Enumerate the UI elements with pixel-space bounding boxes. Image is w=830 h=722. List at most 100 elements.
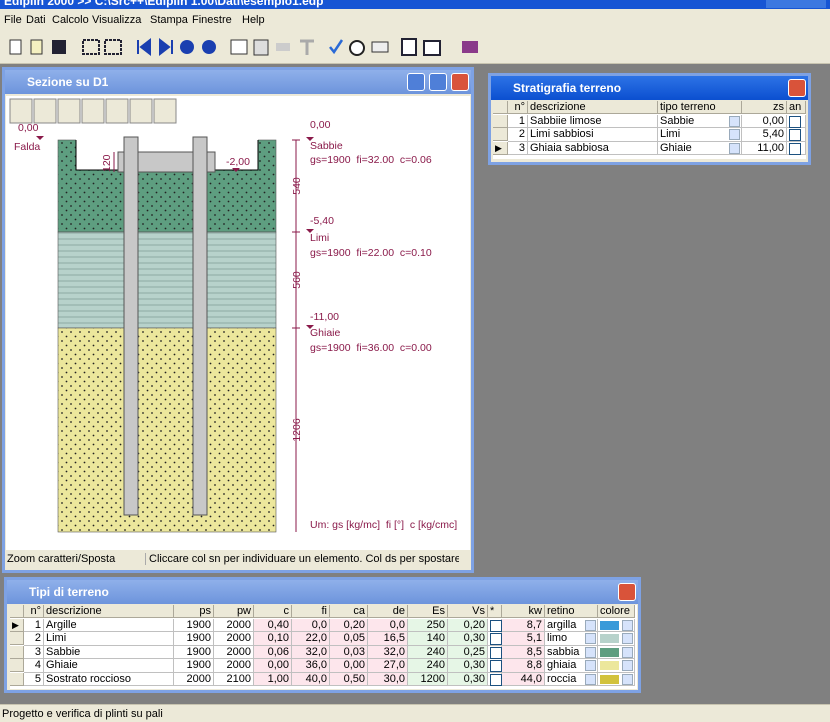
section-drawing: 0,00 Falda -2,00 120 0,00 Sabbie gs=1900 fi=32… [6, 96, 470, 550]
new-icon[interactable] [9, 39, 22, 55]
checkbox[interactable] [490, 646, 502, 659]
menu-item[interactable]: Visualizza [92, 14, 142, 26]
layer-thickness: 1206 [291, 418, 303, 442]
tool-button[interactable] [153, 98, 177, 124]
soil-profile [57, 139, 277, 533]
report-icon[interactable] [423, 40, 441, 56]
table-cell: 8,7 [502, 618, 545, 632]
column-header: tipo terreno [658, 101, 742, 114]
tool-button[interactable] [57, 98, 81, 124]
table-cell: 1200 [408, 672, 448, 686]
report-icon[interactable] [401, 38, 417, 56]
dropdown-button[interactable] [622, 633, 633, 644]
view-icon[interactable] [230, 39, 248, 55]
dropdown-button[interactable] [585, 619, 596, 631]
dropdown-button[interactable] [622, 646, 633, 658]
color-swatch [600, 674, 619, 684]
dropdown-button[interactable] [585, 646, 596, 658]
table-cell: 140 [408, 632, 448, 646]
layer-top: -11,00 [310, 311, 339, 323]
header-cell [10, 605, 24, 618]
layer-name: Ghiaie [310, 327, 341, 339]
tool-button[interactable] [129, 98, 153, 124]
last-icon[interactable] [159, 37, 173, 57]
pile-icon[interactable] [300, 39, 314, 55]
table-cell: 22,0 [292, 632, 330, 646]
table-cell: 0,20 [448, 618, 488, 632]
window-buttons[interactable] [766, 0, 826, 8]
dropdown-button[interactable] [622, 619, 633, 631]
row-header: ▶ [10, 618, 24, 632]
tool-button[interactable] [81, 98, 105, 124]
table-cell: Ghiaie [658, 141, 742, 155]
tool-button[interactable] [33, 98, 57, 124]
table-cell: ghiaia [545, 659, 598, 673]
next-icon[interactable] [202, 40, 216, 54]
layer-thickness: 560 [291, 271, 303, 289]
menu-item[interactable]: Stampa [150, 14, 188, 26]
row-header [10, 632, 24, 645]
menu-item[interactable]: Finestre [192, 14, 232, 26]
table-cell: 2000 [174, 672, 214, 686]
checkbox[interactable] [789, 115, 801, 128]
table-cell: argilla [545, 618, 598, 632]
grid-icon[interactable] [104, 39, 122, 55]
row-header [10, 659, 24, 672]
dropdown-button[interactable] [622, 660, 633, 671]
strat-table: n° descrizione tipo terreno zs an 1 Sabbiie li… [493, 101, 806, 159]
tool-button[interactable] [105, 98, 129, 124]
table-cell: 0,05 [330, 632, 368, 646]
color-swatch [600, 620, 619, 630]
print-icon[interactable] [371, 41, 389, 53]
grid-icon[interactable] [82, 39, 100, 55]
close-button[interactable] [788, 79, 806, 97]
close-button[interactable] [451, 73, 469, 91]
table-cell: 32,0 [292, 645, 330, 659]
checkbox[interactable] [490, 633, 502, 645]
drawing-tools [9, 98, 177, 124]
cap-icon[interactable] [276, 43, 290, 51]
tool-button[interactable] [9, 98, 33, 124]
menu-item[interactable]: File [4, 14, 22, 26]
calc-icon[interactable] [349, 40, 365, 56]
table-cell: 2 [508, 128, 528, 142]
column-header: an [787, 101, 806, 114]
dropdown-button[interactable] [585, 633, 596, 644]
window-title: Sezione su D1 [5, 70, 471, 94]
layer-name: Limi [310, 232, 329, 244]
table-cell: 3 [24, 645, 44, 659]
table-cell: 0,00 [330, 659, 368, 673]
maximize-button[interactable] [429, 73, 447, 91]
dropdown-button[interactable] [729, 142, 740, 154]
soil-hatch [57, 231, 277, 329]
menu-item[interactable]: Calcolo [52, 14, 89, 26]
menu-item[interactable]: Dati [26, 14, 46, 26]
table-cell: 1900 [174, 659, 214, 673]
checkbox[interactable] [490, 660, 502, 672]
table-icon[interactable] [253, 39, 269, 56]
dropdown-button[interactable] [585, 660, 596, 671]
dropdown-button[interactable] [622, 673, 633, 685]
toolbar-icons [9, 37, 478, 57]
water-label: Falda [14, 141, 40, 153]
minimize-button[interactable] [407, 73, 425, 91]
menu-item[interactable]: Help [242, 14, 265, 26]
help-icon[interactable] [462, 41, 478, 53]
row-header [10, 645, 24, 659]
table-cell: 2 [24, 632, 44, 646]
close-button[interactable] [618, 583, 636, 601]
dropdown-button[interactable] [585, 673, 596, 685]
save-icon[interactable] [52, 40, 66, 54]
check-icon[interactable] [329, 39, 344, 55]
checkbox[interactable] [789, 142, 801, 155]
checkbox[interactable] [490, 673, 502, 686]
checkbox[interactable] [789, 129, 801, 141]
dropdown-button[interactable] [729, 115, 740, 127]
first-icon[interactable] [137, 37, 151, 57]
prev-icon[interactable] [180, 40, 194, 54]
open-icon[interactable] [30, 39, 43, 55]
table-cell: Limi sabbiosi [528, 128, 658, 142]
dropdown-button[interactable] [729, 129, 740, 140]
column-header: Vs [448, 605, 488, 618]
checkbox[interactable] [490, 619, 502, 632]
